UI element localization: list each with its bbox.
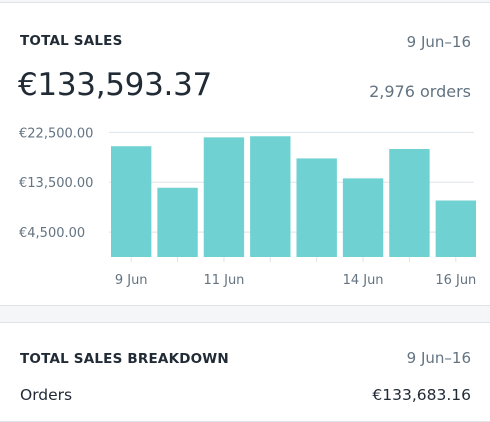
- y-tick-label: €13,500.00: [19, 176, 93, 191]
- bar: [389, 149, 430, 257]
- y-tick-label: €4,500.00: [19, 226, 85, 241]
- bar: [157, 187, 198, 257]
- breakdown-title: TOTAL SALES BREAKDOWN: [20, 351, 229, 367]
- bar: [342, 178, 384, 257]
- breakdown-row-orders-value: €133,683.16: [372, 386, 471, 404]
- x-tick-label: 9 Jun: [115, 273, 148, 288]
- total-sales-date-range: 9 Jun–16: [406, 33, 471, 51]
- sales-bar-chart: €22,500.00 €13,500.00 €4,500.00 9 Jun 11 Jun…: [19, 126, 476, 288]
- bar: [250, 136, 291, 257]
- x-tick-label: 11 Jun: [203, 273, 244, 288]
- breakdown-date-range: 9 Jun–16: [406, 349, 471, 367]
- y-tick-label: €22,500.00: [19, 126, 93, 141]
- total-sales-title: TOTAL SALES: [20, 33, 123, 49]
- bar: [111, 146, 152, 257]
- x-tick-label: 14 Jun: [343, 273, 384, 288]
- total-sales-amount: €133,593.37: [18, 67, 212, 103]
- total-sales-card: TOTAL SALES 9 Jun–16 €133,593.37 2,976 o…: [0, 2, 490, 306]
- sales-breakdown-card: TOTAL SALES BREAKDOWN 9 Jun–16 Orders €1…: [0, 322, 490, 422]
- breakdown-row-orders-label: Orders: [20, 386, 73, 404]
- orders-count: 2,976 orders: [369, 82, 471, 101]
- x-tick-label: 16 Jun: [435, 273, 476, 288]
- bar: [296, 158, 337, 257]
- bar: [435, 200, 476, 257]
- bar: [203, 137, 245, 257]
